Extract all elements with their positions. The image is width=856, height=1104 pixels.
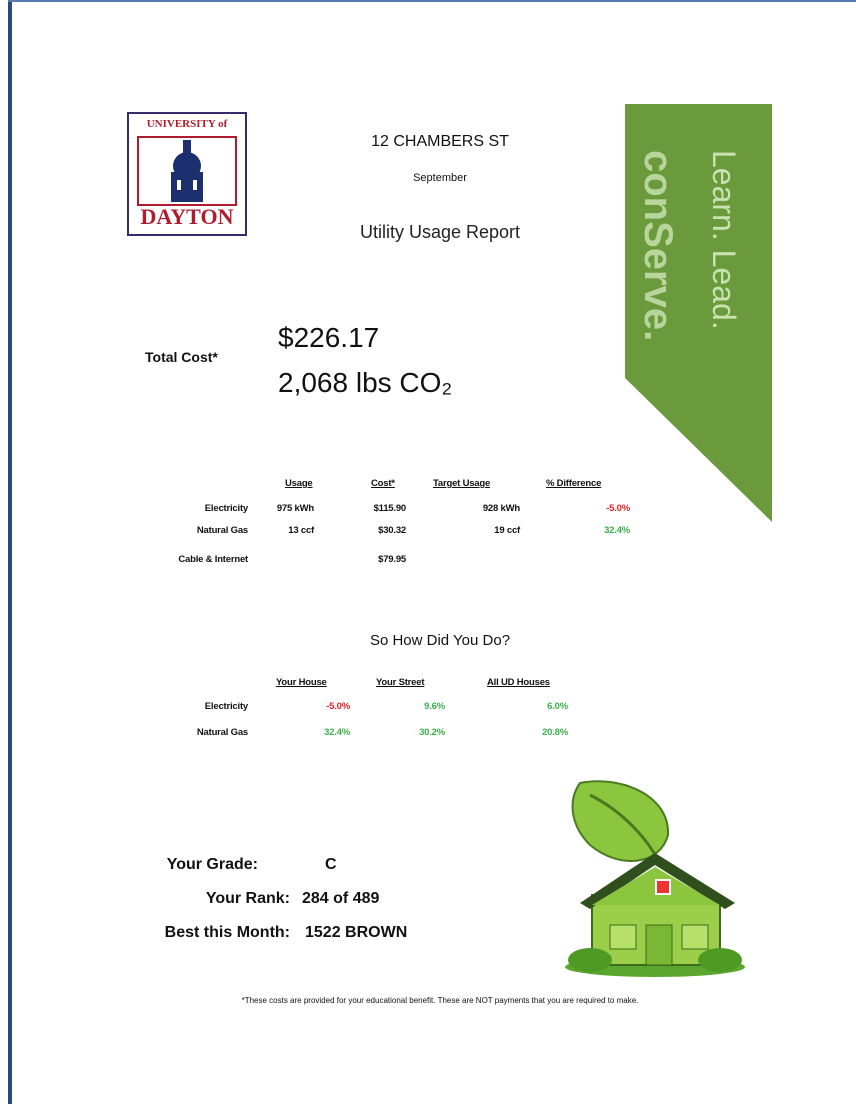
grade: C — [325, 856, 337, 873]
grade-label: Your Grade: — [166, 856, 258, 873]
month: September — [413, 172, 467, 184]
footnote: *These costs are provided for your educa… — [241, 996, 639, 1005]
cell: $30.32 — [378, 525, 406, 536]
logo-top: UNIVERSITY of — [146, 118, 228, 130]
left-border — [8, 0, 12, 1104]
best: 1522 BROWN — [305, 924, 408, 941]
row-label: Electricity — [204, 503, 248, 514]
logo-dome — [171, 140, 203, 202]
banner-line2: conServe. — [636, 150, 680, 342]
table-header: All UD Houses — [487, 677, 550, 688]
logo-frame — [137, 136, 237, 206]
row-label: Natural Gas — [196, 525, 248, 536]
table-header: Target Usage — [433, 478, 491, 489]
cell: 19 ccf — [494, 525, 520, 536]
co2: 2,068 lbs CO₂ — [278, 367, 453, 398]
table-header: Your House — [276, 677, 327, 688]
cell: 30.2% — [419, 727, 445, 738]
cell: 975 kWh — [276, 503, 314, 514]
total-cost-label: Total Cost* — [145, 349, 218, 365]
cell: 6.0% — [547, 701, 568, 712]
cell: 32.4% — [324, 727, 350, 738]
cell: -5.0% — [326, 701, 350, 712]
address: 12 CHAMBERS ST — [371, 133, 509, 150]
cell: 20.8% — [542, 727, 568, 738]
total-cost: $226.17 — [278, 322, 380, 353]
cell: 9.6% — [424, 701, 445, 712]
logo: UNIVERSITY of DAYTON — [127, 112, 247, 236]
cell: $115.90 — [373, 503, 407, 514]
best-label: Best this Month: — [164, 924, 290, 941]
row-label: Cable & Internet — [178, 554, 248, 565]
table-header: % Difference — [546, 478, 602, 489]
banner-line1: Learn. Lead. — [706, 150, 742, 330]
banner — [625, 104, 772, 522]
house-illustration — [565, 780, 745, 977]
rank: 284 of 489 — [302, 890, 380, 907]
rank-label: Your Rank: — [205, 890, 290, 907]
table-header: Usage — [285, 478, 313, 489]
report-title: Utility Usage Report — [359, 222, 521, 242]
table-header: Cost* — [371, 478, 395, 489]
cell: -5.0% — [606, 503, 630, 514]
top-border — [8, 0, 856, 2]
table-header: Your Street — [376, 677, 425, 688]
cell: $79.95 — [378, 554, 406, 565]
comparison-title: So How Did You Do? — [369, 632, 511, 649]
row-label: Natural Gas — [196, 727, 248, 738]
row-label: Electricity — [204, 701, 248, 712]
cell: 32.4% — [604, 525, 630, 536]
cell: 13 ccf — [288, 525, 314, 536]
logo-bottom: DAYTON — [140, 204, 234, 229]
cell: 928 kWh — [482, 503, 520, 514]
